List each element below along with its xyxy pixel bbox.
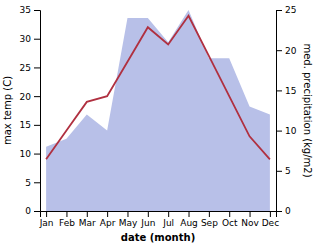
x-tick: Jul — [162, 211, 174, 228]
x-axis: Jan Feb Mar AprMayJun Jul AugSep OctNovDec — [39, 211, 279, 228]
tick-mark — [276, 131, 282, 132]
tick-mark — [209, 211, 210, 217]
tick-mark — [229, 211, 230, 217]
y2-tick: 25 — [276, 5, 296, 15]
x-tick: Nov — [241, 211, 259, 228]
tick-label: 20 — [20, 92, 32, 102]
tick-mark — [148, 211, 149, 217]
x-tick: Dec — [262, 211, 279, 228]
tick-mark — [46, 211, 47, 217]
tick-mark — [34, 39, 40, 40]
y-tick: 15 — [20, 120, 40, 130]
tick-label: Aug — [180, 218, 198, 228]
axis-line — [41, 212, 277, 218]
tick-mark — [276, 211, 282, 212]
tick-mark — [276, 90, 282, 91]
y-axis: 0 5 10 15 20 25 30 35 — [20, 5, 41, 216]
tick-mark — [270, 211, 271, 217]
y2-tick: 0 — [276, 206, 291, 216]
tick-mark — [276, 171, 282, 172]
tick-label: Apr — [100, 218, 116, 228]
tick-label: 0 — [285, 206, 291, 216]
tick-mark — [276, 50, 282, 51]
plot-root: Jan Feb Mar AprMayJun Jul AugSep OctNovDec 0 5 10… — [2, 5, 313, 243]
y-tick: 5 — [25, 178, 40, 188]
tick-mark — [34, 10, 40, 11]
tick-mark — [189, 211, 190, 217]
tick-label: 25 — [285, 5, 296, 15]
tick-label: May — [119, 218, 138, 228]
axis-line — [277, 11, 283, 212]
tick-label: 10 — [20, 149, 32, 159]
y2-tick: 15 — [276, 86, 296, 96]
tick-label: 25 — [20, 63, 31, 73]
y2-tick: 20 — [276, 46, 297, 56]
tick-mark — [34, 211, 40, 212]
tick-mark — [168, 211, 169, 217]
x-tick: Apr — [100, 211, 116, 228]
tick-label: 35 — [20, 5, 31, 15]
line — [46, 16, 270, 160]
tick-mark — [250, 211, 251, 217]
x-tick: Jun — [140, 211, 155, 228]
tick-label: 5 — [25, 178, 31, 188]
y-tick: 25 — [20, 63, 40, 73]
tick-label: Oct — [222, 218, 238, 228]
tick-label: Jul — [162, 218, 174, 228]
chart: Jan Feb Mar AprMayJun Jul AugSep OctNovDec 0 5 10… — [0, 0, 318, 247]
tick-mark — [34, 96, 40, 97]
y-tick: 20 — [20, 92, 40, 102]
tick-mark — [107, 211, 108, 217]
x-tick: Jan — [39, 211, 54, 228]
tick-label: Sep — [201, 218, 218, 228]
tick-mark — [66, 211, 67, 217]
axis-line — [34, 11, 41, 212]
y2-axis-title: med. precipitation (kg/m2) — [302, 43, 313, 177]
x-tick: Oct — [222, 211, 238, 228]
y2-axis: 0 5 10 15 20 25 — [276, 5, 297, 216]
x-axis-title: date (month) — [121, 232, 195, 243]
x-tick: Feb — [59, 211, 75, 228]
y-axis-title: max temp (C) — [2, 76, 13, 145]
tick-label: Jan — [39, 218, 54, 228]
tick-mark — [34, 67, 40, 68]
tick-mark — [276, 10, 282, 11]
tick-label: 15 — [285, 86, 296, 96]
x-tick: Mar — [79, 211, 96, 228]
tick-label: Mar — [79, 218, 96, 228]
tick-label: 30 — [20, 34, 32, 44]
tick-mark — [34, 154, 40, 155]
tick-label: 15 — [20, 120, 31, 130]
tick-label: 5 — [285, 166, 291, 176]
tick-mark — [127, 211, 128, 217]
tick-mark — [34, 182, 40, 183]
y-tick: 35 — [20, 5, 40, 15]
tick-label: 0 — [25, 206, 31, 216]
y-tick: 0 — [25, 206, 40, 216]
area — [46, 10, 270, 211]
y-tick: 30 — [20, 34, 40, 44]
tick-mark — [87, 211, 88, 217]
y2-tick: 10 — [276, 126, 297, 136]
x-tick: Aug — [180, 211, 198, 228]
y2-tick: 5 — [276, 166, 291, 176]
tick-label: Jun — [140, 218, 155, 228]
plot-area — [46, 10, 270, 211]
y-tick: 10 — [20, 149, 40, 159]
tick-label: Nov — [241, 218, 259, 228]
tick-label: Feb — [59, 218, 75, 228]
tick-label: 20 — [285, 46, 297, 56]
x-tick: Sep — [201, 211, 218, 228]
tick-mark — [34, 125, 40, 126]
tick-label: Dec — [262, 218, 279, 228]
x-tick: May — [119, 211, 138, 228]
tick-label: 10 — [285, 126, 297, 136]
